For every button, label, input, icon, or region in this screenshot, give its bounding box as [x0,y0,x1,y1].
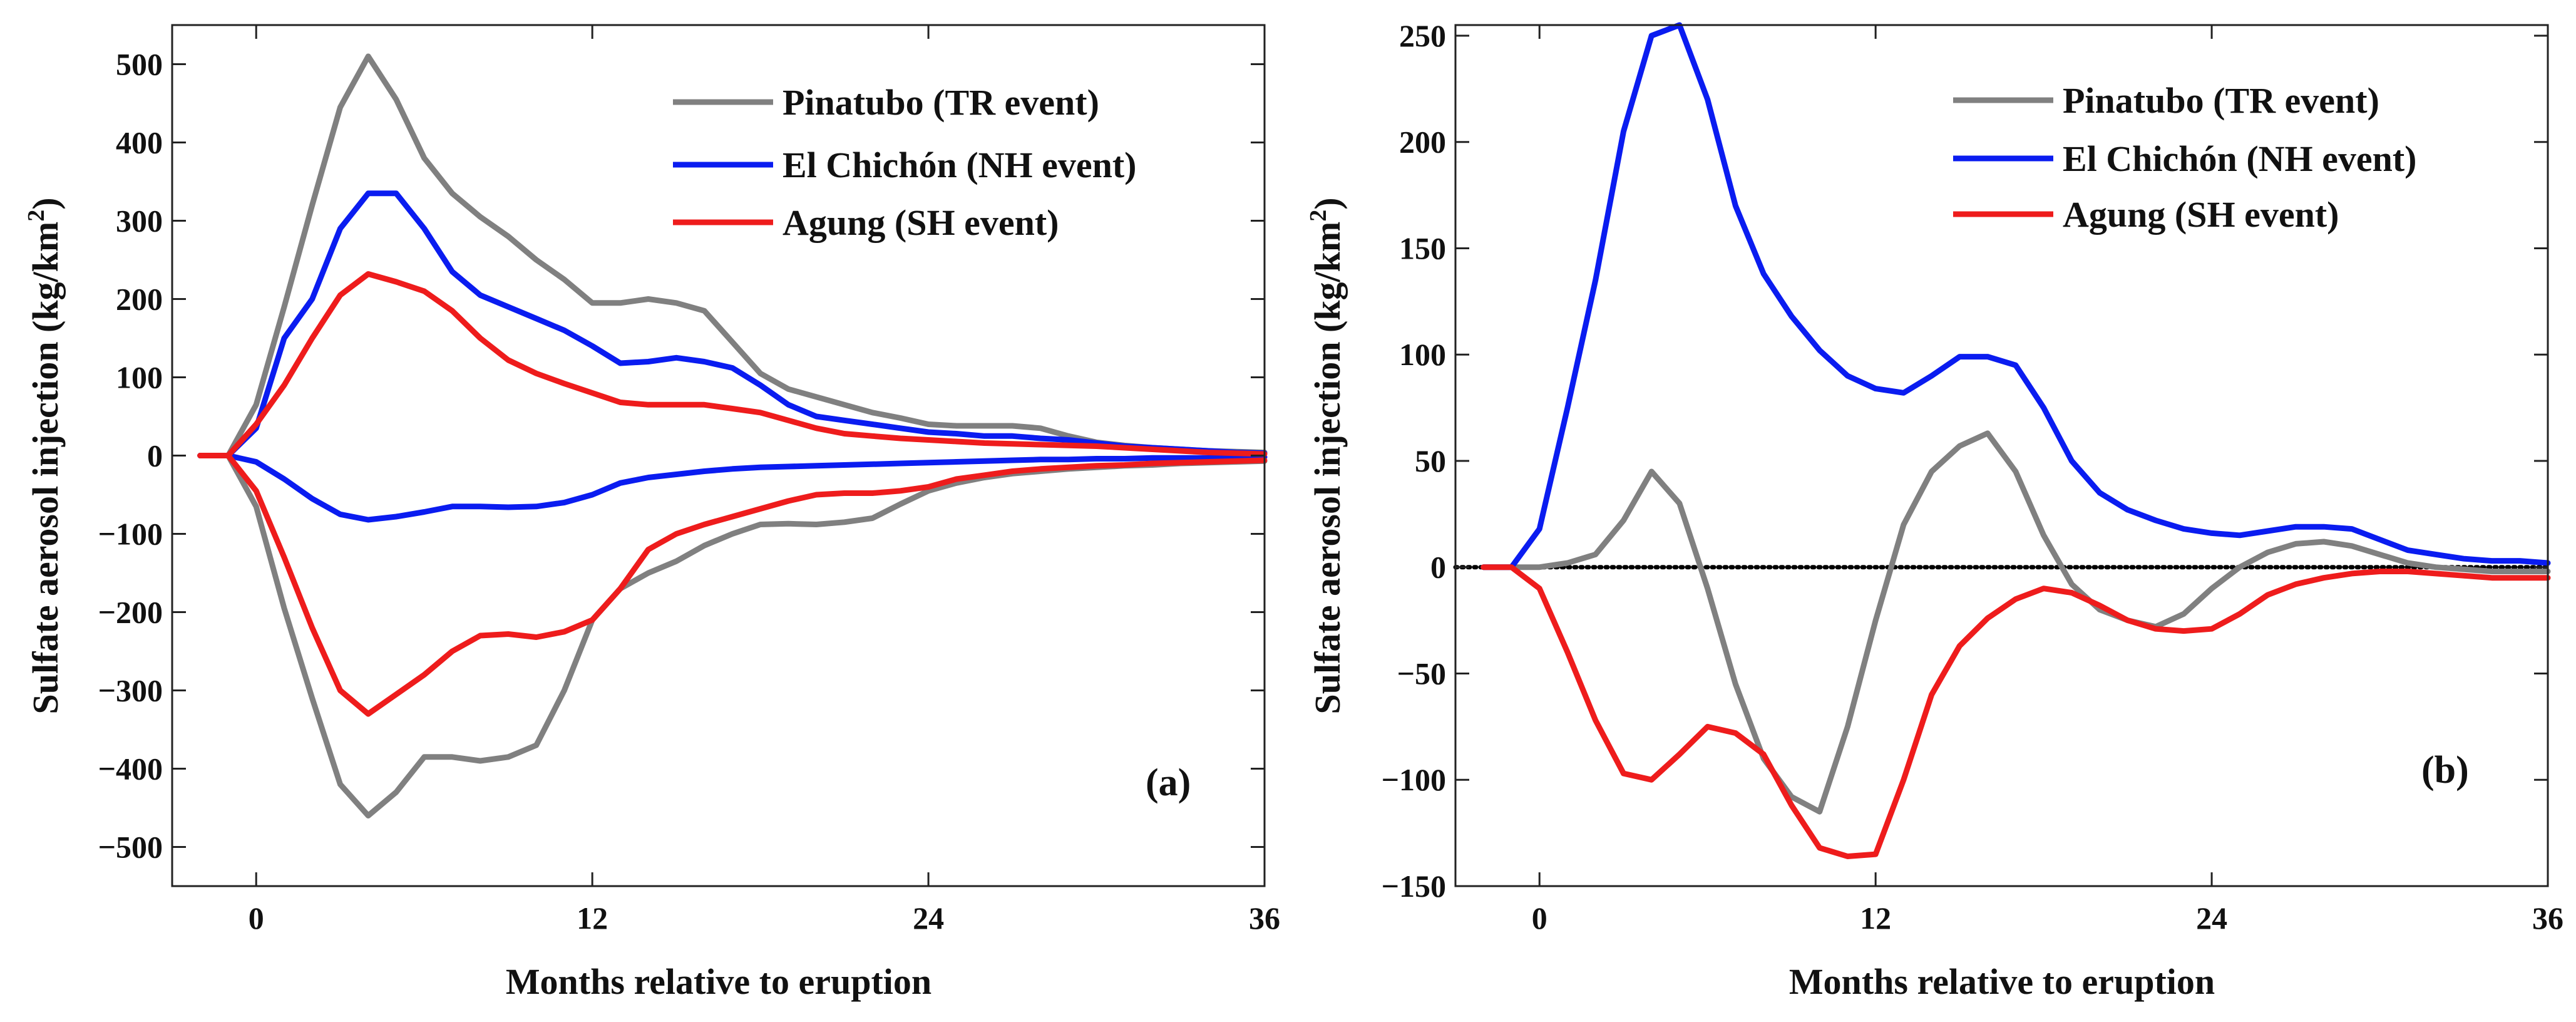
ticks-layer-a: 0 12 24 36 −500 −400 −300 −200 −100 0 100 200 300 400… [98,25,1280,936]
y-tick-label: 100 [1399,337,1446,372]
y-tick-label: −100 [1382,762,1447,797]
legend-label-agung-a: Agung (SH event) [783,202,1059,243]
y-tick-label: 250 [1399,18,1446,53]
y-tick-label: 100 [116,360,163,395]
plot-frame-b [1454,24,2549,887]
series-layer-b [1453,22,2551,859]
x-tick-label: 12 [1860,901,1891,936]
y-tick-label: 300 [116,204,163,239]
y-tick-label: 0 [1430,550,1446,585]
y-axis-label-b: Sulfate aerosol injection (kg/km2) [1305,197,1348,714]
x-tick-label: 12 [577,901,608,936]
y-tick-label: −300 [98,673,163,708]
series-line-pinatubo-a-1 [197,453,1268,818]
x-tick-label: 0 [249,901,264,936]
legend-label-el-chichon-a: El Chichón (NH event) [783,145,1137,185]
chart-panel-a: 0 12 24 36 −500 −400 −300 −200 −100 0 100 200 300 400… [23,24,1280,1002]
x-tick-label: 36 [2532,901,2563,936]
x-axis-label-a: Months relative to eruption [506,961,931,1002]
ticks-layer-b: 0 12 24 36 −150 −100 −50 0 50 100 150 200 250 [1382,18,2564,936]
series-line-pinatubo-a-0 [197,53,1268,458]
series-line-agung-a-4 [197,271,1268,458]
y-tick-label: 0 [147,438,163,473]
y-tick-label: 150 [1399,230,1446,266]
y-tick-label: −400 [98,751,163,787]
x-tick-label: 24 [2196,901,2227,936]
legend-label-pinatubo-a: Pinatubo (TR event) [783,82,1099,123]
y-tick-label: 200 [1399,125,1446,160]
panel-label-a: (a) [1146,761,1191,804]
y-tick-label: −200 [98,595,163,630]
series-line-pinatubo-b-0 [1480,430,2551,815]
y-tick-label: 400 [116,125,163,160]
x-tick-label: 36 [1249,901,1280,936]
y-tick-label: 50 [1415,443,1446,478]
legend-label-pinatubo-b: Pinatubo (TR event) [2063,80,2379,121]
series-line-el-a-2 [197,190,1268,458]
chart-panel-b: 0 12 24 36 −150 −100 −50 0 50 100 150 200 250 Months… [1305,18,2563,1002]
legend-b: Pinatubo (TR event) El Chichón (NH event… [1953,80,2417,235]
y-axis-label-a: Sulfate aerosol injection (kg/km2) [23,197,66,714]
y-tick-label: −100 [98,517,163,552]
y-tick-label: −500 [98,830,163,865]
series-line-agung-b-2 [1480,564,2551,859]
legend-label-el-chichon-b: El Chichón (NH event) [2063,138,2417,179]
series-layer-a [197,53,1268,818]
x-tick-label: 24 [913,901,944,936]
x-tick-label: 0 [1532,901,1547,936]
y-tick-label: −150 [1382,869,1447,904]
series-line-agung-a-5 [197,453,1268,717]
y-tick-label: 200 [116,282,163,317]
series-line-el-b-1 [1480,22,2551,570]
y-tick-label: −50 [1397,656,1447,691]
legend-label-agung-b: Agung (SH event) [2063,194,2339,235]
x-axis-label-b: Months relative to eruption [1789,961,2215,1002]
legend-a: Pinatubo (TR event) El Chichón (NH event… [673,82,1137,243]
series-line-el-a-3 [197,453,1268,523]
panel-label-b: (b) [2421,749,2469,792]
y-tick-label: 500 [116,47,163,82]
